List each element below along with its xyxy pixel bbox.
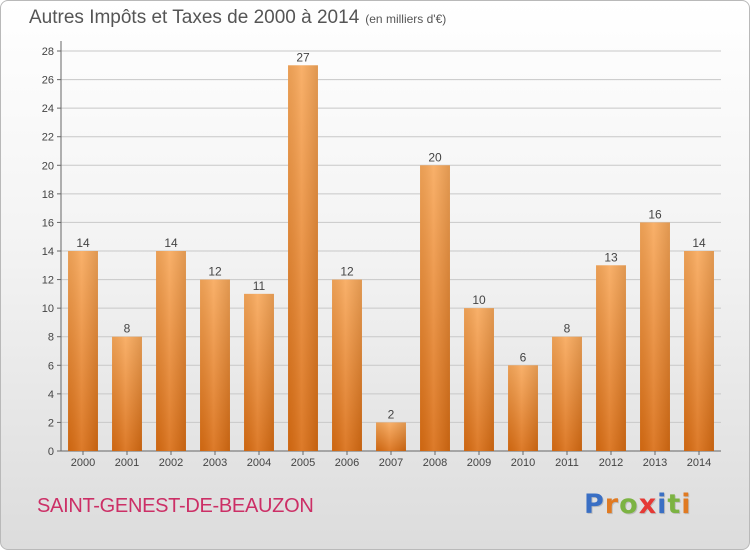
y-tick-label: 26 xyxy=(42,75,54,87)
y-tick-label: 4 xyxy=(48,389,54,401)
bar-shading-2012 xyxy=(596,265,626,451)
x-tick-label: 2002 xyxy=(159,457,183,469)
logo-letter: x xyxy=(638,489,658,520)
bar-shading-2008 xyxy=(420,165,450,452)
x-tick-label: 2003 xyxy=(203,457,227,469)
data-label: 8 xyxy=(564,322,571,336)
logo-letter: P xyxy=(584,489,605,520)
chart-title-text: Autres Impôts et Taxes de 2000 à 2014 xyxy=(29,7,360,28)
x-tick-label: 2012 xyxy=(599,457,623,469)
bar-shading-2014 xyxy=(684,251,714,451)
bar-shading-2009 xyxy=(464,308,494,451)
bars xyxy=(68,65,714,452)
data-label: 14 xyxy=(76,236,90,250)
x-tick-label: 2013 xyxy=(643,457,667,469)
x-tick-label: 2004 xyxy=(247,457,271,469)
data-label: 12 xyxy=(340,265,354,279)
data-label: 16 xyxy=(648,207,662,221)
bar-shading-2006 xyxy=(332,279,362,451)
bar-shading-2007 xyxy=(376,422,406,451)
x-tick-label: 2009 xyxy=(467,457,491,469)
y-tick-label: 18 xyxy=(42,189,54,201)
logo-letter: i xyxy=(657,489,668,520)
x-tick-label: 2005 xyxy=(291,457,315,469)
data-label: 11 xyxy=(253,279,266,293)
data-label: 2 xyxy=(388,407,395,421)
x-tick-label: 2006 xyxy=(335,457,359,469)
x-tick-label: 2000 xyxy=(71,457,95,469)
y-tick-label: 16 xyxy=(42,217,54,229)
y-tick-label: 10 xyxy=(42,303,54,315)
data-label: 10 xyxy=(472,293,486,307)
y-tick-label: 2 xyxy=(48,417,54,429)
bar-shading-2003 xyxy=(200,279,230,451)
data-label: 20 xyxy=(428,150,442,164)
bar-shading-2000 xyxy=(68,251,98,451)
data-label: 13 xyxy=(604,250,618,264)
x-tick-label: 2011 xyxy=(555,457,579,469)
x-tick-label: 2007 xyxy=(379,457,403,469)
x-tick-label: 2001 xyxy=(115,457,139,469)
bar-shading-2011 xyxy=(552,336,582,451)
x-tick-label: 2010 xyxy=(511,457,535,469)
bar-shading-2010 xyxy=(508,365,538,451)
y-tick-label: 24 xyxy=(42,103,54,115)
logo-letter: t xyxy=(667,489,682,520)
data-label: 14 xyxy=(164,236,178,250)
bar-shading-2013 xyxy=(640,222,670,451)
y-tick-label: 22 xyxy=(42,132,54,144)
logo-letter: i xyxy=(681,489,692,520)
bar-shading-2002 xyxy=(156,251,186,451)
y-tick-label: 6 xyxy=(48,360,54,372)
chart-title: Autres Impôts et Taxes de 2000 à 2014 (en… xyxy=(29,7,446,29)
y-tick-label: 0 xyxy=(48,446,54,458)
proxiti-logo: Proxiti xyxy=(584,489,692,520)
labels: 2000 14 2001 8 2002 14 2003 12 2004 11 2005 27 2006 1… xyxy=(71,50,711,469)
y-tick-label: 12 xyxy=(42,275,54,287)
chart-subtitle: (en milliers d'€) xyxy=(365,12,447,26)
data-label: 27 xyxy=(296,50,310,64)
x-tick-label: 2014 xyxy=(687,457,711,469)
logo-letter: o xyxy=(619,489,639,520)
bar-shading-2005 xyxy=(288,65,318,452)
y-tick-label: 20 xyxy=(42,160,54,172)
y-tick-label: 14 xyxy=(42,246,54,258)
bar-shading-2001 xyxy=(112,336,142,451)
data-label: 12 xyxy=(208,265,222,279)
data-label: 8 xyxy=(124,322,131,336)
data-label: 6 xyxy=(520,350,527,364)
logo-letter: r xyxy=(604,489,620,520)
commune-name: SAINT-GENEST-DE-BEAUZON xyxy=(37,495,314,517)
data-label: 14 xyxy=(692,236,706,250)
x-tick-label: 2008 xyxy=(423,457,447,469)
y-tick-label: 28 xyxy=(42,46,54,58)
y-tick-label: 8 xyxy=(48,332,54,344)
bar-shading-2004 xyxy=(244,293,274,451)
